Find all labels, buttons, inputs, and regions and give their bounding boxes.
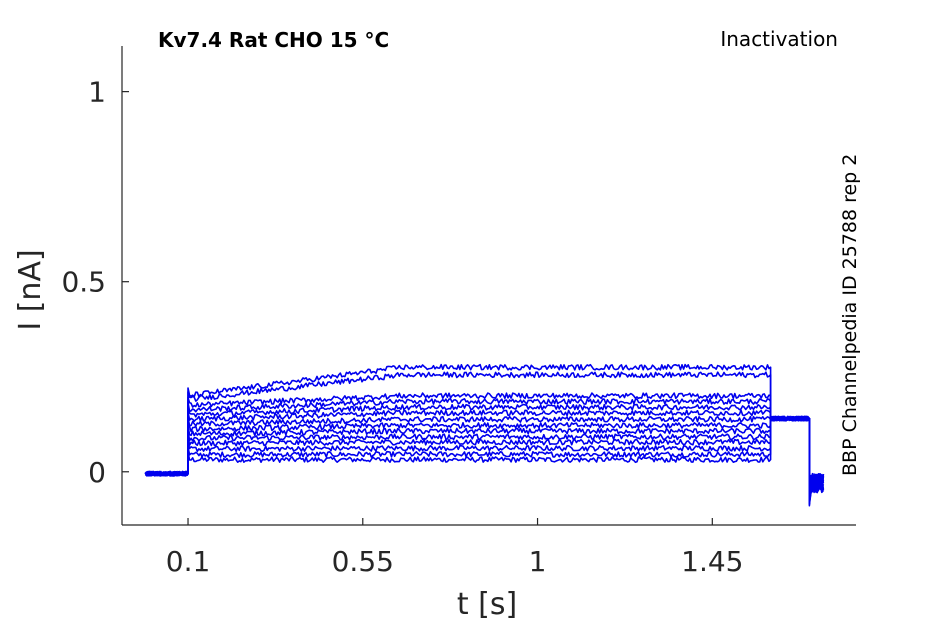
x-tick-label: 1.45 <box>681 545 743 578</box>
x-ticks: 0.1 0.55 1 1.45 <box>166 518 743 578</box>
current-sweep-8 <box>144 415 825 504</box>
x-axis-label: t [s] <box>457 587 517 622</box>
current-sweep-6 <box>144 415 824 504</box>
current-sweep-9 <box>145 409 825 501</box>
source-note: BBP Channelpedia ID 25788 rep 2 <box>839 154 861 476</box>
current-sweep-5 <box>144 415 825 504</box>
current-sweep-1 <box>144 415 825 504</box>
current-sweep-4 <box>145 415 825 505</box>
current-sweep-2 <box>144 415 824 507</box>
current-sweep-13 <box>145 371 825 506</box>
x-tick-label: 0.1 <box>166 545 211 578</box>
y-tick-label: 1 <box>88 76 106 109</box>
x-tick-label: 0.55 <box>332 545 394 578</box>
current-sweep-3 <box>145 415 825 501</box>
y-tick-label: 0 <box>88 456 106 489</box>
x-tick-label: 1 <box>529 545 547 578</box>
y-axis-label: I [nA] <box>13 249 48 330</box>
current-sweep-7 <box>145 415 825 504</box>
traces-group <box>144 363 825 507</box>
protocol-title: Inactivation <box>720 27 838 51</box>
current-sweep-14 <box>144 363 825 505</box>
chart-title: Kv7.4 Rat CHO 15 °C <box>158 28 389 52</box>
current-sweep-12 <box>145 392 825 503</box>
current-sweep-10 <box>144 403 825 502</box>
current-sweep-11 <box>144 398 825 504</box>
y-tick-label: 0.5 <box>61 266 106 299</box>
y-ticks: 00.51 <box>61 76 129 489</box>
